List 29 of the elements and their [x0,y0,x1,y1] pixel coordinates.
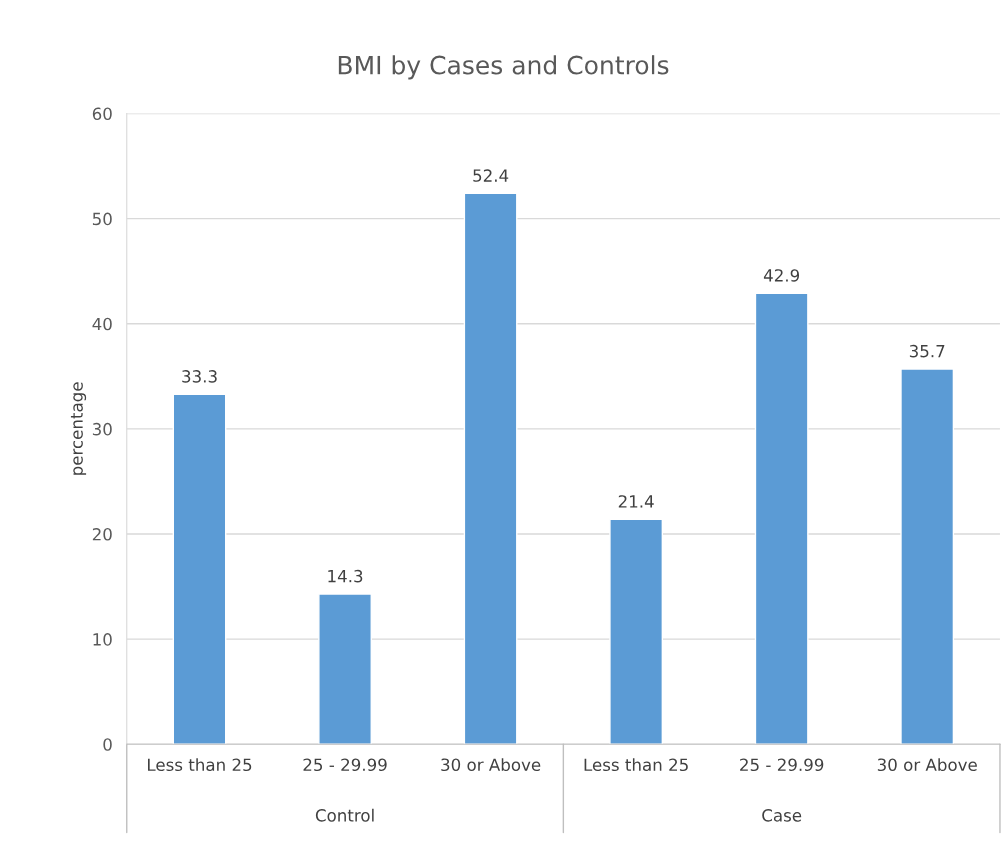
y-tick-label: 60 [92,107,112,121]
text: Control [315,808,374,822]
x-tick-label: 25 - 29.99 [303,758,387,772]
x-tick-label: Less than 25 [148,758,252,772]
bar [463,192,518,745]
x-tick-label: Less than 25 [584,758,688,772]
y-tick-label: 0 [103,738,112,751]
y-tick-label: 30 [92,422,112,436]
data-label: 42.9 [763,269,800,282]
chart-title: BMI by Cases and Controls [338,55,669,80]
y-axis-title: percentage [70,382,87,475]
data-label: 21.4 [618,495,654,508]
x-tick-label: 25 - 29.99 [740,758,824,772]
data-label: 33.3 [182,370,217,383]
bar [172,393,227,745]
text: Case [762,809,802,822]
y-tick-label: 50 [92,212,112,226]
bar [754,292,809,745]
y-tick-label: 20 [92,528,112,541]
y-tick-label: 40 [92,317,112,331]
data-label: 52.4 [473,169,509,182]
y-tick-label: 10 [93,633,112,646]
data-label: 14.3 [328,569,363,583]
x-tick-label: 30 or Above [877,758,977,772]
bar [318,593,372,745]
data-label: 35.7 [909,344,945,358]
bar [609,518,664,745]
bar [900,368,955,745]
x-tick-label: 30 or Above [441,758,541,772]
